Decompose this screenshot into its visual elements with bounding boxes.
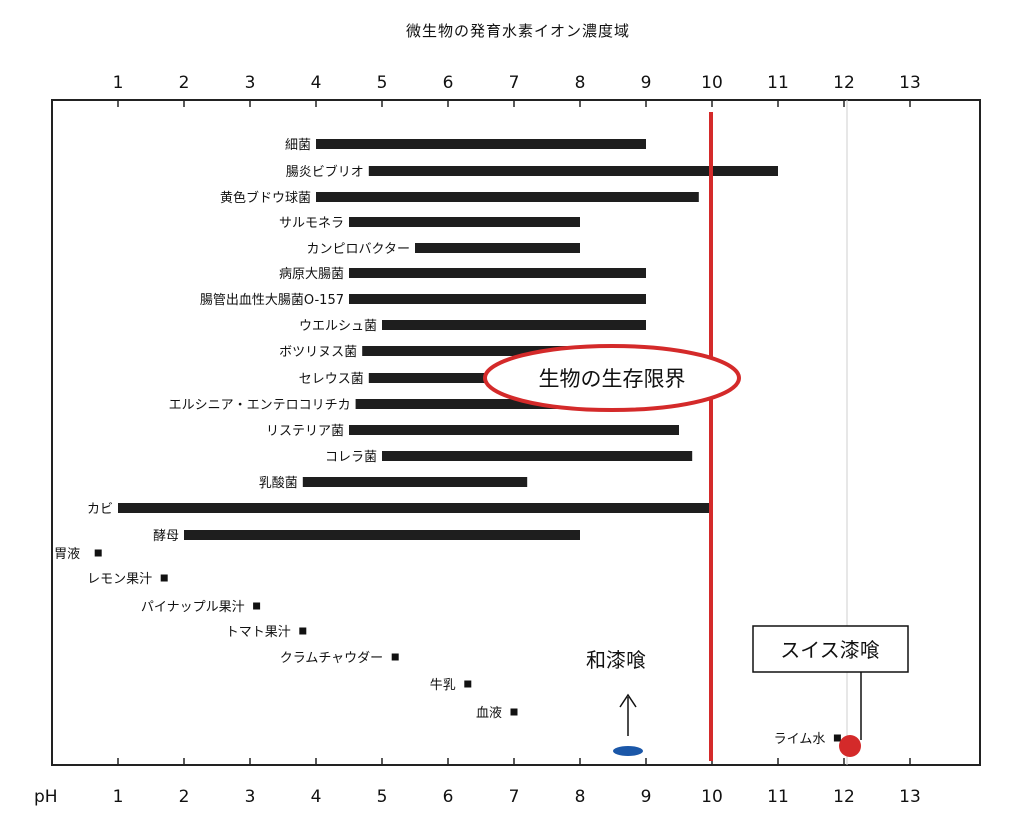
range-bars: 細菌腸炎ビブリオ黄色ブドウ球菌サルモネラカンピロバクター病原大腸菌腸管出血性大腸… [87, 138, 778, 544]
top-tick-label: 7 [509, 73, 520, 93]
top-tick-label: 4 [311, 73, 322, 93]
bottom-tick-label: 10 [701, 787, 723, 807]
substance-point [299, 627, 307, 635]
substance-point [510, 708, 518, 716]
survival-limit-ellipse [483, 344, 741, 412]
top-tick-label: 9 [641, 73, 652, 93]
top-tick-label: 11 [767, 73, 789, 93]
top-tick-label: 8 [575, 73, 586, 93]
top-tick-label: 13 [899, 73, 921, 93]
range-bar-label: セレウス菌 [299, 372, 364, 387]
range-bar [118, 503, 712, 513]
bottom-tick-label: 12 [833, 787, 855, 807]
survival-limit-callout: 生物の生存限界 [483, 344, 741, 412]
top-tick-label: 3 [245, 73, 256, 93]
range-bar-label: 黄色ブドウ球菌 [220, 190, 311, 206]
substance-point-label: ライム水 [774, 732, 826, 747]
range-bar-label: 細菌 [285, 138, 311, 153]
plot-border [51, 99, 981, 766]
range-bar-label: 腸炎ビブリオ [286, 164, 364, 180]
range-bar [349, 294, 646, 304]
top-tick-label: 6 [443, 73, 454, 93]
swiss-shikkui-label: スイス漆喰 [780, 638, 879, 662]
bottom-tick-label: 5 [377, 787, 388, 807]
substance-point-label: 血液 [476, 706, 502, 721]
range-bar [349, 217, 580, 227]
range-bar [382, 451, 693, 461]
bottom-tick-label: 9 [641, 787, 652, 807]
range-bar [316, 192, 699, 202]
substance-point-label: 胃液 [54, 547, 80, 562]
range-bar-label: エルシニア・エンテロコリチカ [169, 398, 351, 413]
wa-shikkui-arrow-head [619, 693, 637, 708]
range-bar [184, 530, 580, 540]
range-bar [302, 477, 528, 487]
range-bar-label: サルモネラ [279, 216, 344, 231]
survival-limit-label: 生物の生存限界 [539, 367, 686, 391]
substance-point [253, 602, 261, 610]
range-bar-label: カビ [87, 502, 113, 517]
range-bar-label: 病原大腸菌 [279, 267, 344, 282]
substance-point [391, 653, 399, 661]
swiss-shikkui-marker [839, 735, 861, 757]
range-bar [316, 139, 646, 149]
swiss-shikkui-annotation: スイス漆喰 [752, 625, 909, 757]
bottom-tick-label: 6 [443, 787, 454, 807]
range-bar [355, 399, 646, 409]
substance-point-label: クラムチャウダー [280, 651, 383, 666]
bottom-tick-label: 7 [509, 787, 520, 807]
bottom-tick-label: 1 [113, 787, 124, 807]
bottom-tick-labels: 1 2 3 4 5 6 7 8 9 10 11 12 13 [113, 758, 921, 807]
top-tick-label: 12 [833, 73, 855, 93]
wa-shikkui-label: 和漆喰 [586, 648, 646, 672]
substance-point [464, 680, 472, 688]
range-bar [362, 346, 613, 356]
range-bar-label: 乳酸菌 [259, 476, 298, 491]
bottom-tick-label: 13 [899, 787, 921, 807]
substance-point-label: パイナップル果汁 [141, 600, 245, 615]
bottom-tick-label: 11 [767, 787, 789, 807]
range-bar-label: 腸管出血性大腸菌O-157 [200, 293, 344, 308]
range-bar-label: ボツリヌス菌 [279, 345, 357, 360]
substance-point-label: レモン果汁 [87, 572, 152, 587]
bottom-tick-label: 4 [311, 787, 322, 807]
range-bar [415, 243, 580, 253]
top-tick-label: 5 [377, 73, 388, 93]
substance-point [94, 549, 102, 557]
x-axis-label: pH [34, 787, 58, 807]
range-bar-label: カンピロバクター [307, 242, 410, 257]
chart-title: 微生物の発育水素イオン濃度域 [406, 22, 630, 40]
top-tick-labels: 1 2 3 4 5 6 7 8 9 10 11 12 13 [113, 73, 921, 107]
swiss-shikkui-box [752, 625, 909, 673]
range-bar-label: ウエルシュ菌 [299, 319, 377, 334]
bottom-tick-label: 8 [575, 787, 586, 807]
range-bar-label: 酵母 [153, 529, 179, 544]
range-bar [382, 320, 646, 330]
substance-point-label: 牛乳 [430, 678, 456, 693]
substance-point [160, 574, 168, 582]
top-tick-label: 10 [701, 73, 723, 93]
range-bar [349, 268, 646, 278]
bottom-tick-label: 2 [179, 787, 190, 807]
substance-point [833, 734, 841, 742]
range-bar-label: コレラ菌 [325, 450, 377, 465]
wa-shikkui-annotation: 和漆喰 [586, 648, 646, 756]
top-tick-label: 1 [113, 73, 124, 93]
top-tick-label: 2 [179, 73, 190, 93]
plot-frame [51, 99, 981, 766]
bottom-tick-label: 3 [245, 787, 256, 807]
wa-shikkui-marker [613, 746, 643, 756]
range-bar-label: リステリア菌 [266, 424, 344, 439]
range-bar [368, 166, 778, 176]
range-bar [349, 425, 679, 435]
substance-point-label: トマト果汁 [226, 625, 291, 640]
